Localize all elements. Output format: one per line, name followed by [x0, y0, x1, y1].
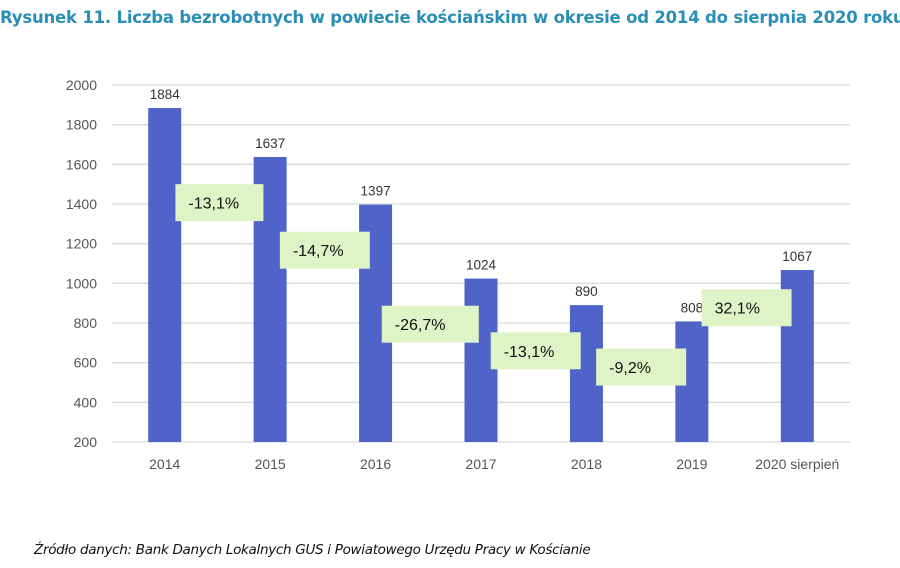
annotation-box: [381, 305, 479, 343]
change-annotation: -13,1%: [175, 184, 264, 222]
y-tick-label: 400: [74, 394, 98, 410]
y-tick-label: 200: [74, 434, 98, 450]
chart-title: Rysunek 11. Liczba bezrobotnych w powiec…: [0, 8, 900, 27]
data-label: 1067: [782, 249, 812, 264]
bar: [148, 108, 182, 443]
data-label: 1397: [361, 184, 391, 199]
change-annotation: -26,7%: [381, 305, 479, 343]
annotation-box: [279, 231, 370, 269]
change-annotation: -14,7%: [279, 231, 370, 269]
annotation-label: -13,1%: [188, 196, 239, 213]
data-label: 808: [681, 300, 704, 315]
change-annotation: -9,2%: [596, 348, 687, 386]
y-tick-label: 2000: [66, 77, 97, 93]
y-tick-label: 1600: [66, 156, 97, 172]
data-labels: 1884 1637 1397 1024 890 808 1067: [150, 87, 813, 315]
x-axis-ticks: 2014 2015 2016 2017 2018 2019 2020 sierpień: [149, 456, 839, 472]
data-label: 890: [575, 284, 598, 299]
y-tick-label: 600: [74, 355, 98, 371]
x-tick-label: 2019: [676, 456, 707, 472]
change-annotations: -13,1% -14,7% -26,7% -13,1% -9,2% 32,1%: [175, 184, 792, 386]
bars: [148, 108, 814, 443]
bar-chart: 200 400 600 800 1000 1200 1400 1600 1800 2000 188…: [66, 77, 850, 472]
annotation-box: [175, 184, 264, 222]
y-tick-label: 800: [74, 315, 98, 331]
annotation-label: 32,1%: [715, 301, 760, 318]
annotation-box: [701, 289, 792, 327]
x-tick-label: 2015: [255, 456, 286, 472]
annotation-label: -9,2%: [609, 360, 651, 377]
data-label: 1024: [466, 258, 497, 273]
x-tick-label: 2016: [360, 456, 391, 472]
y-tick-label: 1800: [66, 117, 97, 133]
data-label: 1637: [255, 136, 285, 151]
y-tick-label: 1200: [66, 236, 97, 252]
annotation-label: -13,1%: [504, 344, 555, 361]
annotation-label: -26,7%: [395, 317, 446, 334]
data-label: 1884: [150, 87, 181, 102]
x-tick-label: 2018: [571, 456, 602, 472]
source-note: Źródło danych: Bank Danych Lokalnych GUS…: [34, 542, 591, 558]
change-annotation: -13,1%: [490, 332, 581, 370]
annotation-box: [596, 348, 687, 386]
x-tick-label: 2014: [149, 456, 180, 472]
y-tick-label: 1400: [66, 196, 97, 212]
change-annotation: 32,1%: [701, 289, 792, 327]
annotation-box: [490, 332, 581, 370]
y-tick-label: 1000: [66, 275, 97, 291]
x-tick-label: 2017: [465, 456, 496, 472]
x-tick-label: 2020 sierpień: [755, 456, 839, 472]
y-axis-ticks: 200 400 600 800 1000 1200 1400 1600 1800 2000: [66, 77, 97, 450]
annotation-label: -14,7%: [293, 243, 344, 260]
